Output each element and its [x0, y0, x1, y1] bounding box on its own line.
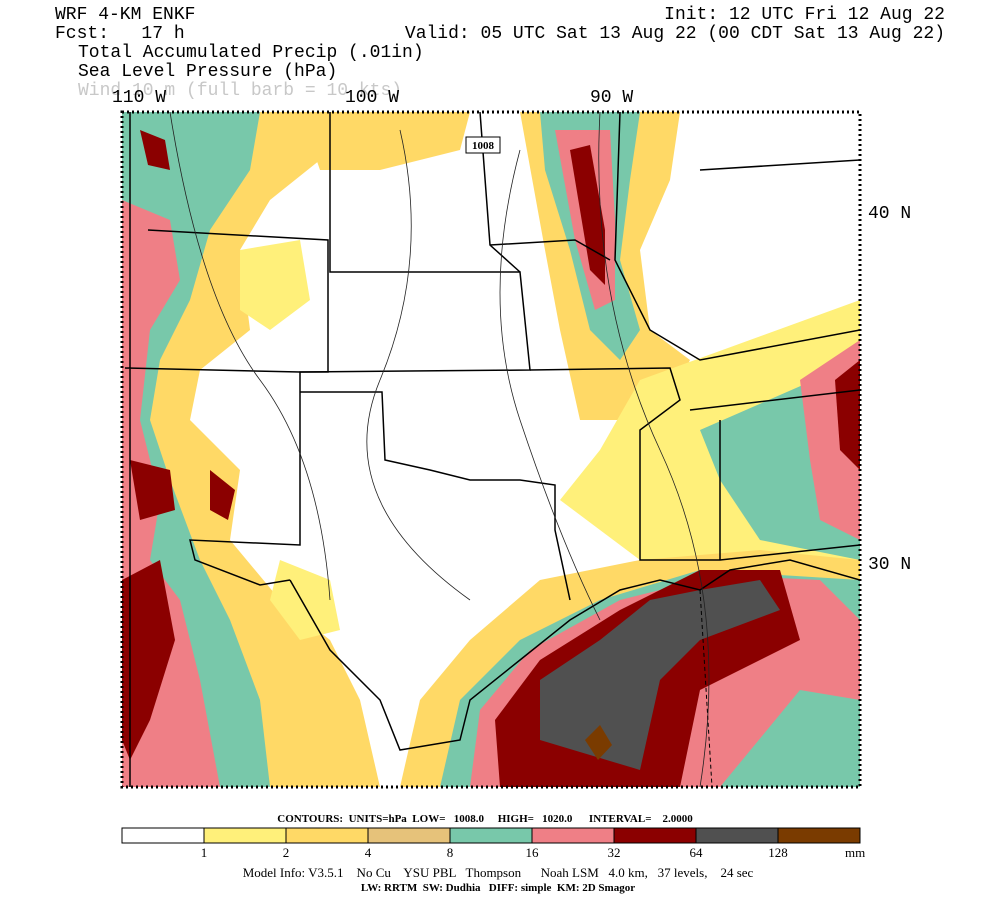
colorbar-tick-label: 1	[201, 845, 208, 860]
model-info: LW: RRTM SW: Dudhia DIFF: simple KM: 2D …	[361, 882, 635, 894]
header: WRF 4-KM ENKF Fcst: 17 h Init: 12 UTC Fr…	[55, 5, 945, 101]
lon-label: 100 W	[345, 88, 399, 108]
colorbar-box	[695, 827, 779, 844]
borders	[124, 112, 860, 787]
colorbar-box	[449, 827, 533, 844]
colorbar-tick-label: 32	[608, 845, 621, 860]
colorbar-box	[121, 827, 205, 844]
init-time: Init: 12 UTC Fri 12 Aug 22	[664, 5, 945, 25]
lat-labels: 40 N 30 N	[868, 204, 911, 575]
forecast-hour: Fcst: 17 h	[55, 24, 185, 44]
colorbar-box	[285, 827, 369, 844]
colorbar-box	[531, 827, 615, 844]
colorbar-box	[777, 827, 861, 844]
colorbar-tick-label: 64	[690, 845, 704, 860]
field-label: Total Accumulated Precip (.01in)	[78, 43, 424, 63]
valid-time: Valid: 05 UTC Sat 13 Aug 22 (00 CDT Sat …	[405, 24, 945, 44]
colorbar-box	[203, 827, 287, 844]
colorbar-tick-label: 128	[768, 845, 788, 860]
colorbar-box	[613, 827, 697, 844]
contour-info: CONTOURS: UNITS=hPa LOW= 1008.0 HIGH= 10…	[277, 813, 693, 825]
colorbar-tick-label: 16	[526, 845, 540, 860]
contour-label-box	[465, 136, 501, 154]
map: 1008	[120, 110, 862, 789]
lat-label: 40 N	[868, 204, 911, 224]
map-frame	[120, 110, 862, 789]
colorbar-tick-label: 4	[365, 845, 372, 860]
field-label: Sea Level Pressure (hPa)	[78, 62, 337, 82]
colorbar-tick-label: 8	[447, 845, 454, 860]
contour-label: 1008	[472, 140, 495, 152]
lat-label: 30 N	[868, 555, 911, 575]
model-title: WRF 4-KM ENKF	[55, 5, 195, 25]
model-info: Model Info: V3.5.1 No Cu YSU PBL Thompso…	[243, 865, 754, 880]
lon-label: 110 W	[112, 88, 166, 108]
field-label: Wind 10 m (full barb = 10 kts)	[78, 81, 402, 101]
colorbar-unit: mm	[845, 845, 865, 860]
colorbar: 1 2 4 8 16 32 64 128 mm	[121, 827, 865, 860]
colorbar-tick-label: 2	[283, 845, 290, 860]
lon-label: 90 W	[590, 88, 633, 108]
lon-labels: 110 W 100 W 90 W	[112, 88, 633, 108]
colorbar-box	[367, 827, 451, 844]
